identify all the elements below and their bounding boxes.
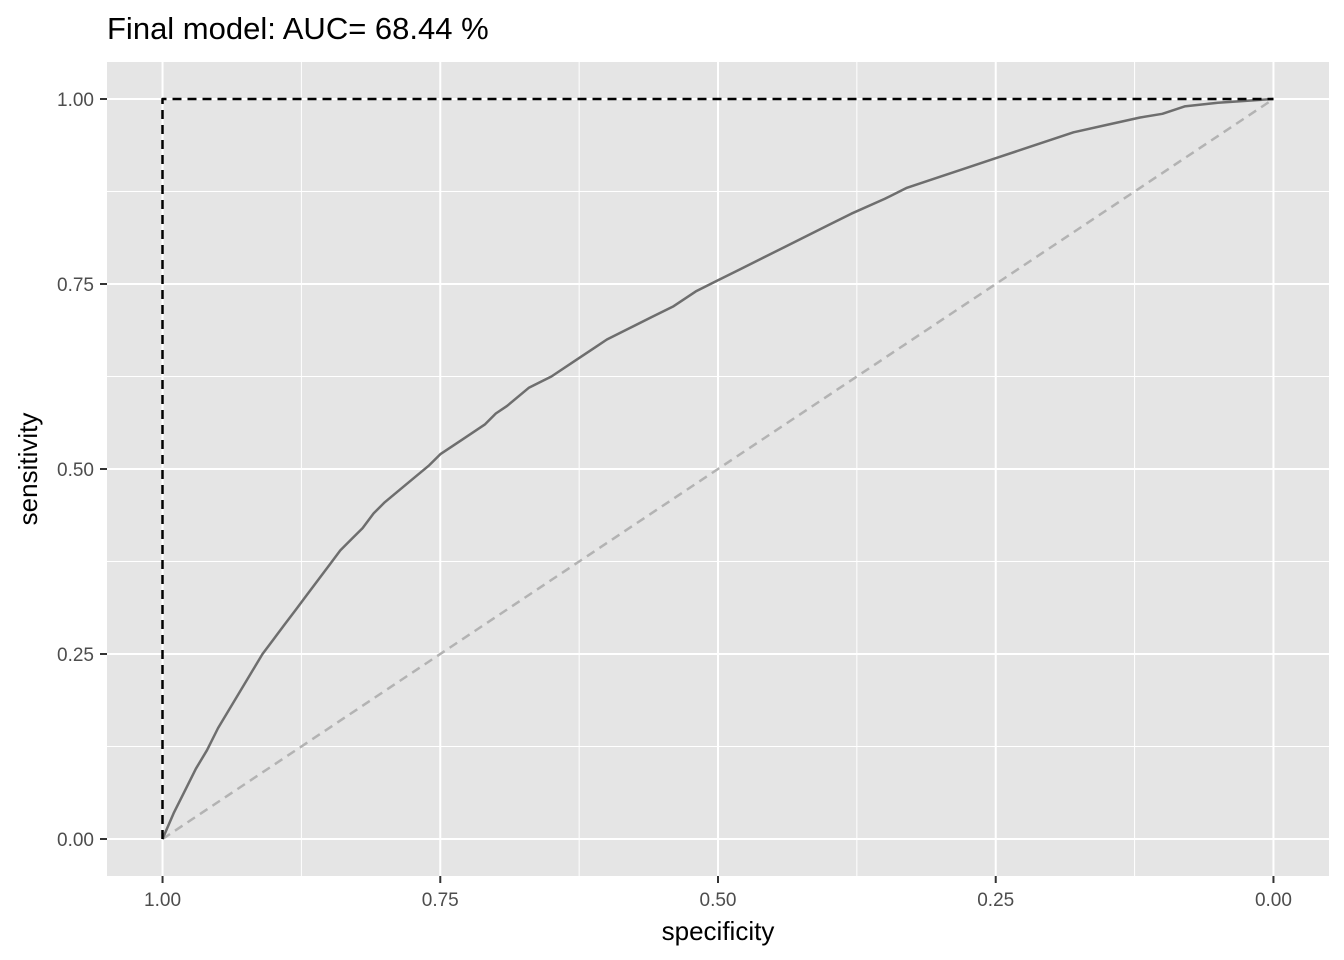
y-tick-label-0: 0.00 xyxy=(57,830,94,851)
y-axis: 0.00 0.25 0.50 0.75 1.00 xyxy=(57,90,107,851)
x-tick-label-0: 1.00 xyxy=(144,890,181,911)
y-tick-label-1: 0.25 xyxy=(57,645,94,666)
x-axis: 1.00 0.75 0.50 0.25 0.00 xyxy=(144,876,1292,911)
chance-series-line xyxy=(161,97,1275,841)
series-layer xyxy=(161,97,1275,841)
y-tick-label-4: 1.00 xyxy=(57,90,94,111)
perfect-series-line xyxy=(161,97,1274,839)
y-tick-label-3: 0.75 xyxy=(57,275,94,296)
x-tick-label-2: 0.50 xyxy=(700,890,737,911)
x-tick-label-1: 0.75 xyxy=(422,890,459,911)
y-axis-label: sensitivity xyxy=(13,413,43,526)
roc-series-line xyxy=(161,97,1274,840)
y-tick-label-2: 0.50 xyxy=(57,460,94,481)
x-axis-label: specificity xyxy=(662,916,775,946)
x-tick-label-3: 0.25 xyxy=(977,890,1014,911)
chart-title: Final model: AUC= 68.44 % xyxy=(107,11,489,46)
x-tick-label-4: 0.00 xyxy=(1255,890,1292,911)
